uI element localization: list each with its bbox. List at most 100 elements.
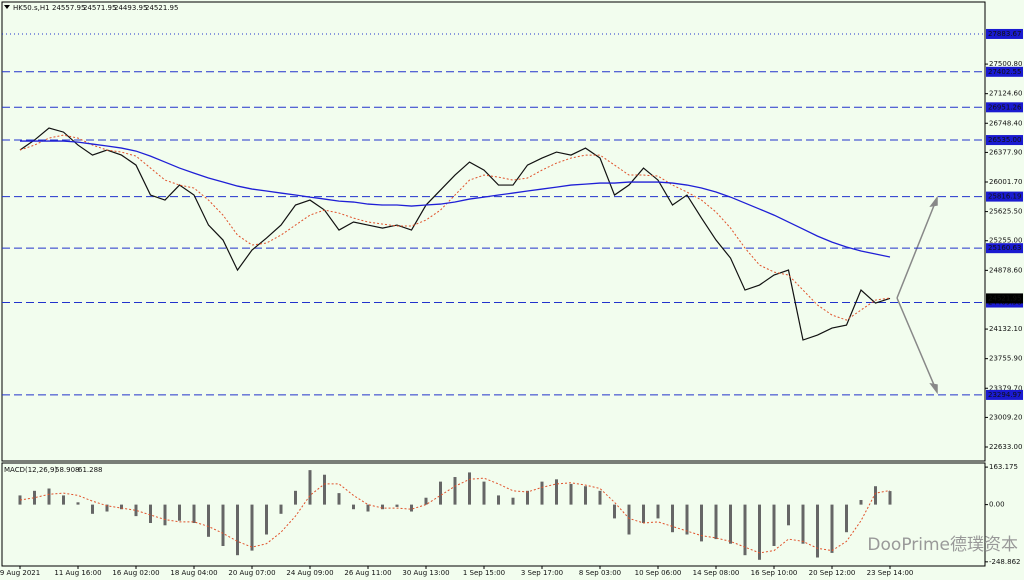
price-line	[20, 140, 891, 258]
macd-bar	[221, 504, 225, 546]
macd-bar	[163, 504, 167, 526]
level-box	[986, 135, 1023, 146]
macd-bar	[772, 504, 776, 546]
y-tick-label: 0.00	[989, 501, 1005, 509]
level-box	[986, 243, 1023, 254]
x-tick-label: 16 Aug 02:00	[112, 569, 159, 577]
macd-bar	[714, 504, 718, 540]
last-price-label: 24521.95	[988, 294, 1021, 302]
menu-icon[interactable]	[4, 5, 10, 9]
macd-bar	[105, 504, 109, 512]
y-tick-label: 27500.80	[989, 60, 1022, 68]
x-tick-label: 20 Aug 07:00	[228, 569, 275, 577]
macd-bar	[424, 497, 428, 505]
price-panel	[1, 1, 986, 462]
macd-bar	[47, 488, 51, 505]
x-tick-label: 1 Sep 15:00	[463, 569, 505, 577]
x-tick-label: 20 Sep 12:00	[809, 569, 856, 577]
level-label: 23294.97	[988, 391, 1021, 399]
y-tick-label: 25625.50	[989, 208, 1022, 216]
macd-bar	[555, 479, 558, 505]
level-label: 26535.00	[988, 136, 1021, 144]
macd-bar	[511, 497, 515, 505]
macd-bar	[236, 504, 239, 556]
y-tick-label: -248.862	[989, 558, 1020, 566]
level-box	[986, 191, 1023, 202]
ohlc-value: 24557.95	[52, 4, 85, 12]
level-box	[986, 28, 1023, 39]
level-box	[986, 66, 1023, 77]
macd-bar	[207, 504, 210, 537]
x-tick-label: 3 Sep 17:00	[521, 569, 563, 577]
y-tick-label: 25255.00	[989, 237, 1022, 245]
macd-bar	[569, 483, 573, 505]
macd-bar	[656, 504, 660, 519]
last-price-box	[986, 293, 1023, 304]
signal-line	[19, 477, 891, 554]
macd-bar	[337, 493, 341, 505]
macd-bar	[33, 490, 36, 505]
macd-bar	[294, 490, 297, 505]
macd-bar	[149, 504, 152, 524]
macd-bar	[685, 504, 689, 535]
macd-bar	[787, 504, 790, 526]
macd-last: 58.908	[55, 466, 80, 474]
macd-bar	[758, 504, 761, 560]
macd-bar	[279, 504, 283, 514]
macd-bar	[468, 472, 471, 505]
y-tick-label: 23755.90	[989, 355, 1022, 363]
macd-bar	[801, 504, 805, 544]
macd-bar	[453, 477, 457, 505]
macd-title: MACD(12,26,9)	[4, 466, 57, 474]
x-tick-label: 14 Sep 08:00	[693, 569, 740, 577]
x-tick-label: 18 Aug 04:00	[170, 569, 217, 577]
macd-bar	[613, 504, 616, 519]
macd-bar	[395, 504, 399, 507]
macd-bar	[540, 481, 544, 505]
x-tick-label: 16 Sep 10:00	[751, 569, 798, 577]
macd-bar	[888, 491, 892, 505]
macd-bar	[178, 504, 181, 521]
y-tick-label: 26748.40	[989, 119, 1022, 127]
x-tick-label: 26 Aug 11:00	[344, 569, 391, 577]
macd-bar	[700, 504, 703, 542]
level-label: 27883.67	[988, 30, 1021, 38]
macd-bar	[134, 504, 138, 517]
macd-bar	[192, 504, 196, 524]
watermark: DooPrime德璞资本	[867, 535, 1018, 555]
macd-bar	[642, 504, 645, 524]
price-line	[19, 134, 891, 321]
macd-bar	[816, 504, 819, 558]
macd-bar	[526, 490, 529, 505]
y-tick-label: 22633.00	[989, 443, 1022, 451]
macd-bar	[743, 504, 747, 556]
macd-panel	[1, 462, 986, 567]
y-tick-label: 24132.10	[989, 325, 1022, 333]
macd-bar	[91, 504, 94, 514]
macd-bar	[598, 490, 602, 505]
macd-bar	[381, 504, 384, 510]
macd-bar	[410, 504, 413, 512]
x-tick-label: 9 Aug 2021	[0, 569, 40, 577]
macd-bar	[439, 481, 442, 505]
y-tick-label: 27124.60	[989, 90, 1022, 98]
level-label: 25816.19	[988, 193, 1021, 201]
macd-bar	[250, 504, 254, 551]
macd-bar	[352, 504, 355, 510]
macd-bar	[584, 486, 587, 505]
symbol-title: HK50.s,H1	[13, 4, 50, 12]
y-tick-label: 26377.90	[989, 148, 1022, 156]
level-box	[986, 102, 1023, 113]
level-label: 26951.26	[988, 103, 1022, 111]
level-box	[986, 389, 1023, 400]
macd-bar	[76, 502, 80, 505]
macd-bar	[729, 504, 732, 544]
price-line	[19, 127, 891, 341]
macd-bar	[482, 481, 486, 505]
macd-bar	[308, 470, 312, 505]
macd-last: 61.288	[78, 466, 103, 474]
y-tick-label: 163.175	[989, 463, 1018, 471]
ohlc-value: 24571.95	[83, 4, 116, 12]
x-tick-label: 30 Aug 13:00	[402, 569, 449, 577]
